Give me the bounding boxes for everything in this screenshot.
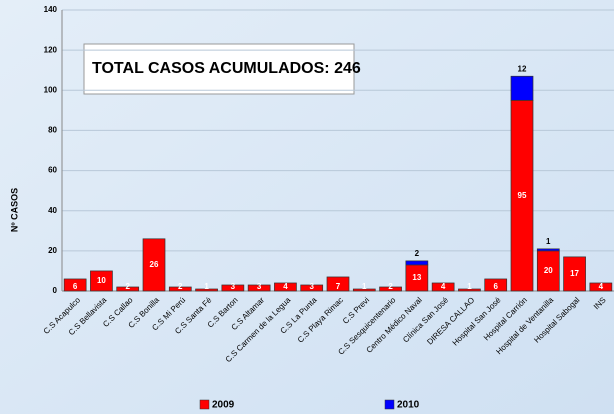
data-label: 3	[231, 282, 236, 291]
bar	[458, 288, 481, 292]
data-label: 2	[415, 249, 420, 258]
y-axis-label: Nº CASOS	[9, 188, 19, 232]
data-label: 10	[97, 276, 106, 285]
bar	[116, 286, 140, 292]
data-label: 4	[283, 282, 288, 291]
y-tick-label: 0	[53, 286, 58, 295]
bar	[484, 278, 508, 292]
data-label: 1	[204, 282, 209, 291]
data-label: 4	[441, 282, 446, 291]
bar	[300, 284, 324, 292]
data-label: 2	[125, 282, 130, 291]
y-tick-label: 80	[48, 126, 57, 135]
legend-label: 2009	[212, 400, 235, 411]
data-label: 6	[73, 282, 78, 291]
y-tick-label: 20	[48, 246, 57, 255]
y-tick-label: 100	[44, 85, 58, 94]
data-label: 17	[570, 269, 579, 278]
bar	[326, 276, 350, 292]
bar	[195, 288, 218, 292]
data-label: 2	[388, 282, 393, 291]
y-tick-label: 60	[48, 166, 57, 175]
data-label: 1	[546, 237, 551, 246]
data-label: 4	[599, 282, 604, 291]
bar	[352, 288, 376, 292]
legend-swatch	[384, 399, 395, 410]
bar	[510, 75, 534, 101]
bar	[168, 286, 192, 292]
bar	[63, 278, 87, 292]
y-tick-label: 120	[44, 45, 58, 54]
data-label: 13	[412, 273, 421, 282]
annotation: TOTAL CASOS ACUMULADOS: 246	[92, 60, 361, 77]
bar	[247, 284, 271, 292]
data-label: 95	[518, 191, 527, 200]
annotation-box	[83, 43, 355, 95]
bar	[536, 248, 560, 252]
data-label: 2	[178, 282, 183, 291]
data-label: 6	[493, 282, 498, 291]
data-label: 7	[336, 282, 341, 291]
bar	[589, 282, 613, 292]
data-label: 20	[544, 266, 553, 275]
bar	[274, 282, 297, 292]
y-tick-label: 40	[48, 206, 57, 215]
bar	[221, 284, 245, 292]
data-label: 1	[362, 282, 367, 291]
data-label: 12	[518, 64, 527, 73]
legend-label: 2010	[397, 400, 420, 411]
bar	[405, 260, 429, 266]
bar	[90, 270, 113, 292]
data-label: 26	[150, 260, 159, 269]
data-label: 3	[309, 282, 314, 291]
bar	[142, 238, 166, 292]
y-tick-label: 140	[44, 5, 58, 14]
bar	[431, 282, 455, 292]
legend-swatch	[199, 399, 210, 410]
data-label: 3	[257, 282, 262, 291]
data-label: 1	[467, 282, 472, 291]
bar	[379, 286, 402, 292]
bar	[563, 256, 586, 292]
